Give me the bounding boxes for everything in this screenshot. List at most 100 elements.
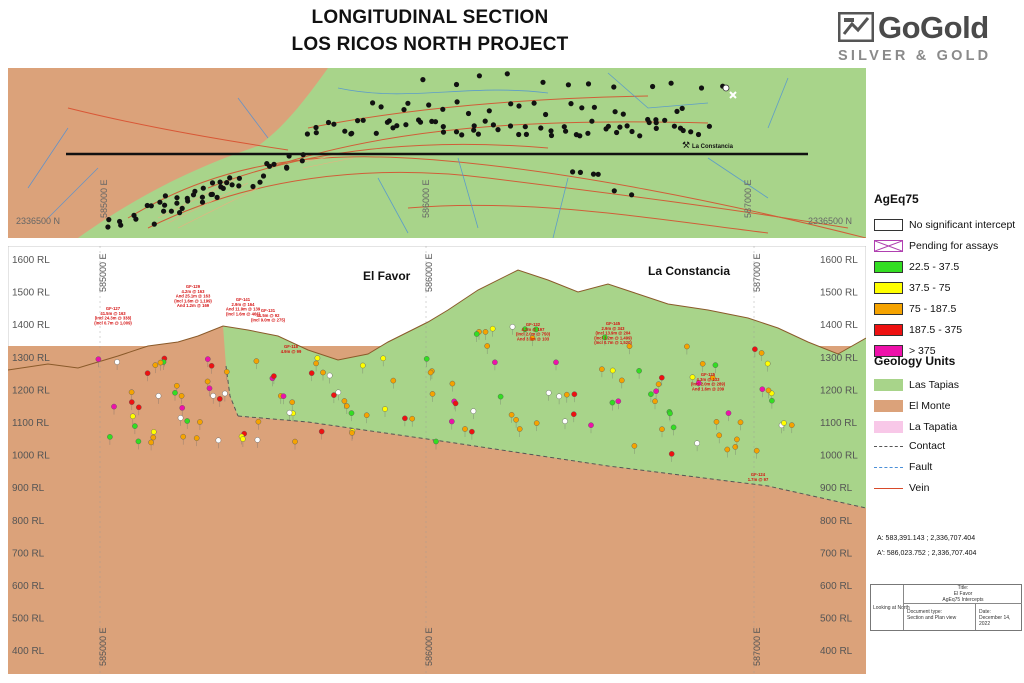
plan-drill-hole: [286, 153, 292, 159]
section-intercept: [562, 418, 568, 424]
plan-drill-hole: [214, 194, 220, 200]
plan-drill-hole: [284, 165, 290, 171]
intercept-text: (Incl 2.0m @ 750): [516, 332, 551, 337]
fault-lines: [27, 72, 789, 238]
intercept-text: 4.3m @ 133: [697, 377, 721, 382]
section-intercept: [157, 359, 164, 366]
section-intercept: [363, 412, 370, 418]
section-intercept: [216, 396, 223, 402]
section-intercept: [752, 346, 758, 352]
plan-drill-hole: [629, 192, 635, 198]
plan-drill-hole: [426, 102, 432, 108]
legend-geology-item: Las Tapias: [874, 378, 959, 392]
legend-grade-item: 22.5 - 37.5: [874, 260, 959, 274]
section-intercept: [204, 356, 211, 362]
section-intercept: [173, 382, 180, 389]
elevation-label-right: 700 RL: [820, 548, 853, 559]
section-intercept: [286, 409, 293, 416]
elevation-label-left: 1600 RL: [12, 255, 50, 266]
intercept-text: 2.9m @ 164: [232, 302, 256, 307]
legend-swatch: [874, 345, 903, 357]
section-intercept: [737, 419, 744, 426]
section-intercept: [289, 399, 296, 405]
section-intercept: [670, 424, 677, 431]
logo-tagline: SILVER & GOLD: [838, 48, 992, 64]
plan-drill-hole: [617, 124, 623, 130]
plan-drill-hole: [495, 127, 501, 133]
section-drill-holes: [95, 324, 795, 462]
section-intercept: [380, 355, 387, 362]
plan-drill-hole: [133, 216, 139, 222]
tb-date-label: Date:: [979, 609, 991, 615]
legend-label: 37.5 - 75: [909, 282, 951, 294]
section-intercept: [734, 436, 740, 443]
legend-swatch: [874, 261, 903, 273]
plan-drill-hole: [236, 183, 242, 189]
section-intercept: [765, 387, 772, 394]
elevation-label-right: 1400 RL: [820, 320, 858, 331]
legend-swatch: [874, 400, 903, 412]
plan-drill-hole: [688, 129, 694, 135]
legend-grade-item: > 375: [874, 344, 936, 358]
section-intercept: [423, 356, 430, 362]
legend-line-sample: [874, 487, 903, 489]
section-intercept: [636, 368, 642, 374]
section-intercept: [349, 430, 355, 436]
elevation-label-left: 1400 RL: [12, 320, 50, 331]
plan-drill-hole: [523, 131, 530, 137]
section-intercept: [516, 426, 523, 432]
section-intercept: [781, 420, 787, 426]
plan-drill-hole: [199, 199, 206, 205]
section-intercept: [759, 386, 766, 392]
legend-grade-item: No significant intercept: [874, 218, 1015, 232]
plan-drill-hole: [390, 125, 396, 131]
section-intercept: [155, 393, 162, 399]
section-intercept: [253, 358, 260, 364]
plan-drill-hole: [429, 118, 435, 124]
section-intercept: [764, 360, 771, 367]
section-intercept: [184, 418, 190, 424]
section-intercept: [615, 398, 622, 404]
section-intercept: [716, 432, 723, 439]
plan-drill-hole: [563, 128, 569, 134]
section-intercept: [452, 400, 459, 407]
section-intercept: [335, 389, 342, 396]
section-intercept: [135, 438, 142, 445]
legend-label: La Tapatia: [909, 421, 958, 433]
elevation-label-left: 1100 RL: [12, 418, 50, 429]
section-intercept: [222, 390, 228, 397]
elevation-labels-left: 1600 RL 1500 RL 1400 RL 1300 RL 1200 RL 1100 …: [12, 255, 50, 657]
legend-grade-item: Pending for assays: [874, 239, 998, 253]
section-intercept: [215, 437, 222, 444]
section-intercept: [462, 426, 468, 432]
section-intercept: [789, 422, 795, 428]
intercept-text: 4.2m @ 197: [522, 327, 546, 332]
plan-drill-hole: [486, 108, 492, 114]
plan-drill-hole: [200, 185, 206, 191]
geology-units-title: Geology Units: [874, 354, 956, 368]
intercept-text: GF-132: [526, 322, 541, 327]
mine-icon: ⚒: [682, 140, 690, 150]
place-label: La Constancia: [692, 144, 734, 150]
elevation-label-right: 1600 RL: [820, 255, 858, 266]
plan-drill-hole: [589, 118, 595, 124]
section-intercept: [492, 359, 498, 366]
section-intercept: [193, 435, 200, 441]
plan-drill-hole: [568, 101, 574, 107]
plan-drill-hole: [300, 152, 306, 158]
section-intercept: [609, 367, 616, 374]
plan-drill-hole: [671, 123, 678, 129]
section-easting-bottom-1: 585000 E: [98, 627, 108, 666]
plan-drill-hole: [679, 105, 685, 111]
plan-drill-hole: [190, 192, 197, 198]
section-intercept: [659, 426, 665, 432]
tb-date-value: December 14, 2022: [979, 615, 1011, 627]
plan-drill-hole: [507, 123, 514, 129]
section-intercept: [271, 373, 277, 379]
section-intercept: [95, 356, 102, 362]
plan-drill-hole: [653, 117, 659, 123]
intercept-text: GF-131: [261, 308, 276, 313]
